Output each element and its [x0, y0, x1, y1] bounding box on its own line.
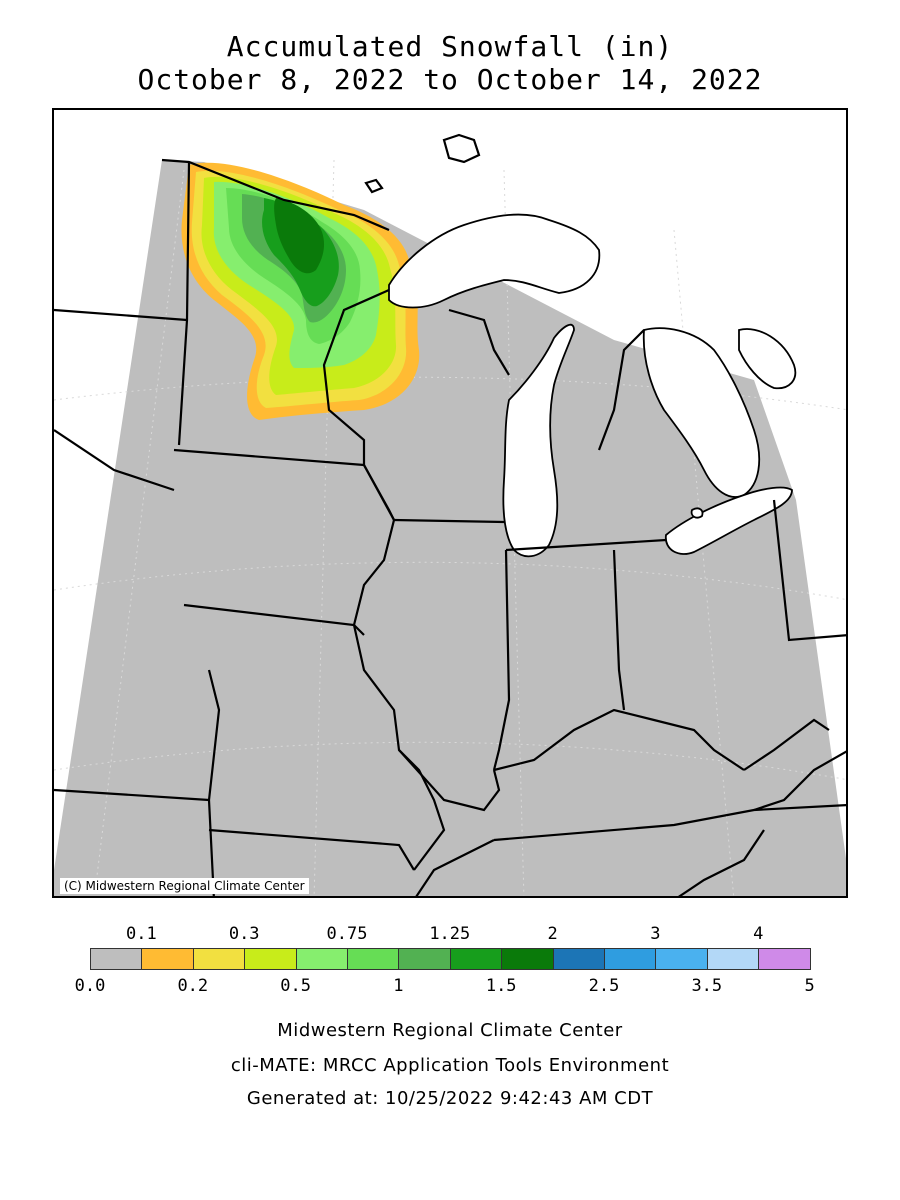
legend-swatch	[706, 948, 760, 970]
legend-tick-label: 1	[393, 976, 404, 996]
legend-tick-label: 0.75	[326, 924, 368, 944]
color-legend: 0.1 0.3 0.75 1.25 2 3 4 0.0 0.2 0.5 1 1.5 2.5 3.5 5	[0, 918, 900, 998]
footer-application: cli-MATE: MRCC Application Tools Environ…	[230, 1055, 670, 1076]
legend-tick-label: 3	[650, 924, 661, 944]
legend-swatch	[141, 948, 194, 970]
great-lakes	[388, 213, 797, 558]
legend-tick-label: 1.25	[429, 924, 471, 944]
legend-tick-label: 0.5	[280, 976, 311, 996]
legend-swatch	[758, 948, 811, 970]
legend-tick-label: 4	[753, 924, 764, 944]
legend-tick-label: 0.1	[126, 924, 157, 944]
legend-swatch	[552, 948, 605, 970]
legend-swatch	[347, 948, 400, 970]
legend-tick-label: 0.3	[228, 924, 260, 944]
map-title: Accumulated Snowfall (in)	[226, 30, 674, 63]
map-panel: (C) Midwestern Regional Climate Center	[52, 108, 848, 898]
legend-tick-label: 1.5	[485, 976, 517, 996]
footer-generated: Generated at: 10/25/2022 9:42:43 AM CDT	[246, 1088, 654, 1109]
legend-swatch	[449, 948, 503, 970]
legend-swatch	[192, 948, 246, 970]
legend-tick-label: 0.0	[74, 976, 106, 996]
legend-tick-label: 0.2	[177, 976, 209, 996]
state-borders	[54, 133, 846, 896]
map-credit: (C) Midwestern Regional Climate Center	[60, 878, 309, 894]
lake-superior	[388, 213, 601, 309]
lake-erie	[665, 486, 793, 555]
snowfall-map	[54, 133, 846, 896]
legend-swatch	[655, 948, 708, 970]
graticule	[54, 159, 846, 896]
legend-swatch	[398, 948, 451, 970]
footer-organization: Midwestern Regional Climate Center	[277, 1020, 623, 1041]
snow-contour-1.5	[274, 198, 325, 274]
legend-swatch	[90, 948, 143, 970]
legend-swatch	[244, 948, 297, 970]
snowfall-contours	[181, 162, 420, 420]
legend-tick-label: 3.5	[691, 976, 723, 996]
map-date-range: October 8, 2022 to October 14, 2022	[137, 63, 763, 96]
lake-michigan	[502, 323, 575, 558]
legend-tick-label: 2.5	[588, 976, 620, 996]
legend-swatch	[295, 948, 348, 970]
legend-tick-label: 5	[804, 976, 815, 996]
land-area	[54, 160, 846, 896]
legend-swatch	[501, 948, 554, 970]
legend-swatch	[604, 948, 657, 970]
georgian-bay	[738, 328, 797, 390]
lake-st-clair	[690, 507, 704, 519]
legend-tick-label: 2	[547, 924, 558, 944]
